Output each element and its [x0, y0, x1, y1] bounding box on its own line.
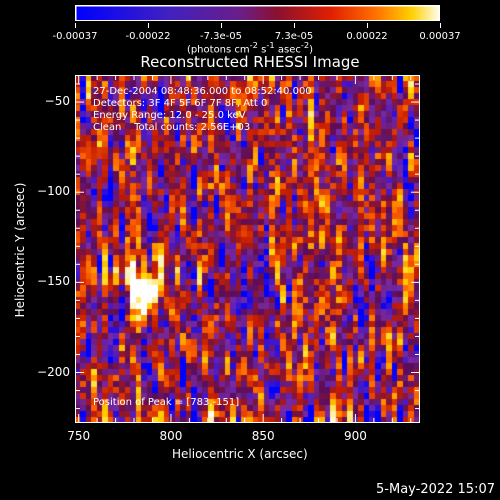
colorbar-tick-label: -7.3e-05 — [200, 31, 242, 42]
x-tick-label: 850 — [251, 429, 275, 443]
colorbar-tick-label: 7.3e-05 — [274, 31, 314, 42]
y-tick-label: −200 — [37, 364, 70, 379]
colorbar-tick-label: 0.00037 — [419, 31, 461, 42]
info-energy-range: Energy Range: 12.0 - 25.0 keV — [93, 110, 246, 121]
colorbar: -0.00037 -0.00022 -7.3e-05 7.3e-05 0.00022 0.… — [53, 5, 461, 42]
colorbar-tick-mark — [294, 23, 295, 28]
colorbar-tick-label: -0.00037 — [52, 31, 98, 42]
colorbar-tick-mark — [148, 23, 149, 28]
info-time-range: 27-Dec-2004 08:48:36.000 to 08:52:40.000 — [93, 86, 312, 97]
colorbar-tick-mark — [440, 23, 441, 28]
y-tick-label: −50 — [44, 94, 70, 109]
colorbar-tick-label: 0.00022 — [346, 31, 388, 42]
info-peak-position: Position of Peak = [783,-151] — [93, 397, 240, 408]
y-tick-label: −150 — [37, 274, 70, 289]
axes-frame — [75, 75, 420, 423]
info-counts: Clean Total counts: 2.56E+03 — [93, 122, 251, 133]
x-tick-label: 900 — [343, 429, 367, 443]
colorbar-tick-mark — [367, 23, 368, 28]
x-tick-label: 800 — [159, 429, 183, 443]
colorbar-gradient — [75, 5, 440, 21]
heatmap-image — [75, 75, 420, 423]
colorbar-tick-label: -0.00022 — [125, 31, 171, 42]
x-axis-label: Heliocentric X (arcsec) — [172, 447, 308, 461]
y-axis-label: Heliocentric Y (arcsec) — [13, 182, 27, 318]
info-detectors: Detectors: 3F 4F 5F 6F 7F 8F, Att 0 — [93, 98, 268, 109]
colorbar-units: (photons cm-2 s-1 asec-2) — [186, 40, 314, 56]
chart-title: Reconstructed RHESSI Image — [140, 53, 360, 71]
x-tick-label: 750 — [67, 429, 91, 443]
colorbar-tick-mark — [221, 23, 222, 28]
colorbar-tick-mark — [75, 23, 76, 28]
plot-frame — [75, 75, 420, 423]
plot-area: 27-Dec-2004 08:48:36.000 to 08:52:40.000… — [75, 75, 420, 423]
plot-date: 5-May-2022 15:07 — [376, 482, 495, 497]
y-tick-label: −100 — [37, 184, 70, 199]
